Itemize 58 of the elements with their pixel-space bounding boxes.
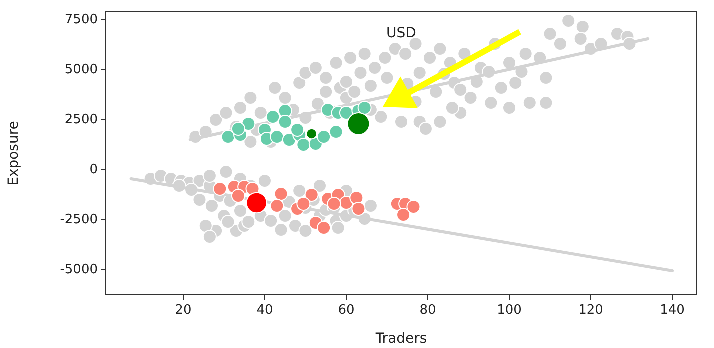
point — [231, 189, 246, 203]
point — [264, 214, 278, 228]
x-tick-label: 60 — [338, 303, 355, 318]
point — [266, 110, 280, 124]
point — [242, 117, 256, 131]
point — [317, 221, 332, 235]
y-tick-label: 5000 — [64, 62, 98, 78]
x-tick-label: 20 — [175, 303, 192, 318]
y-tick-label: -2500 — [60, 212, 98, 228]
point — [192, 193, 207, 207]
point — [242, 215, 256, 229]
x-tick-label: 40 — [256, 303, 274, 318]
point — [352, 202, 366, 216]
point — [406, 200, 421, 214]
point — [350, 191, 364, 205]
point — [292, 184, 307, 198]
point — [270, 199, 284, 213]
point — [202, 169, 217, 183]
point — [278, 115, 292, 129]
x-axis-title: Traders — [374, 331, 428, 348]
point — [282, 133, 296, 147]
point — [296, 197, 311, 211]
point — [331, 221, 346, 235]
point — [329, 125, 344, 139]
y-tick-label: 0 — [90, 162, 98, 178]
point — [213, 182, 228, 196]
y-tick-label: -5000 — [60, 262, 98, 278]
point — [298, 224, 313, 238]
x-tick-label: 100 — [497, 303, 522, 318]
point — [296, 138, 311, 152]
y-axis-title: Exposure — [6, 121, 22, 186]
x-tick-label: 120 — [578, 303, 604, 318]
point — [221, 130, 236, 144]
point — [327, 197, 342, 211]
point — [396, 208, 411, 222]
point — [270, 130, 284, 144]
point — [304, 188, 319, 202]
point — [317, 130, 332, 144]
point — [221, 215, 236, 229]
y-tick-label: 2500 — [64, 112, 98, 128]
point — [290, 123, 305, 137]
point — [202, 230, 217, 244]
point — [278, 209, 292, 223]
point — [204, 199, 219, 213]
point — [219, 165, 234, 179]
point — [364, 199, 378, 213]
point — [234, 204, 248, 218]
y-tick-label: 7500 — [64, 12, 98, 28]
point — [358, 101, 372, 115]
point — [274, 187, 288, 201]
annotation: USD — [386, 26, 416, 42]
point — [288, 219, 303, 233]
point — [198, 219, 213, 233]
point — [312, 179, 327, 193]
point — [258, 174, 272, 188]
x-tick-label: 140 — [660, 303, 685, 318]
point — [274, 223, 288, 237]
x-tick-label: 80 — [420, 303, 436, 318]
